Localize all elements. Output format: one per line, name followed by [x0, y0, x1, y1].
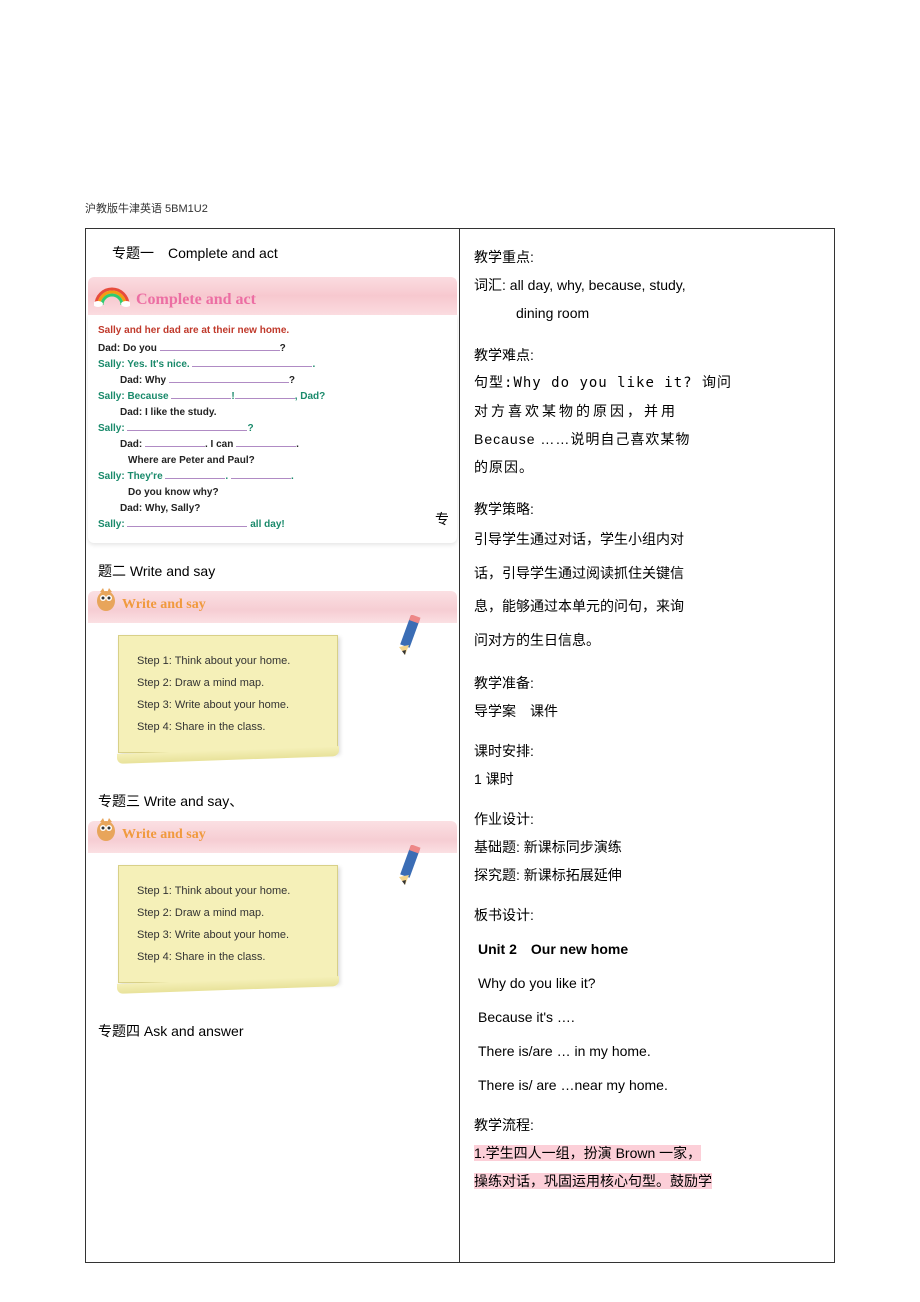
dialogue-line: Dad: I like the study.	[98, 405, 447, 421]
time-val: 1 课时	[474, 765, 820, 793]
step-line: Step 1: Think about your home.	[137, 880, 319, 902]
board-l4: There is/ are …near my home.	[474, 1071, 820, 1099]
step-line: Step 3: Write about your home.	[137, 924, 319, 946]
dialogue-line: Sally: They're . .	[98, 469, 447, 485]
strategy: 教学策略: 引导学生通过对话，学生小组内对 话，引导学生通过阅读抓住关键信 息，…	[474, 495, 820, 657]
step-line: Step 2: Draw a mind map.	[137, 672, 319, 694]
topic-4-title: 专题四 Ask and answer	[86, 1003, 459, 1051]
dialogue-line: Dad: Why ?	[98, 373, 447, 389]
diff-l1: Why do you like it? 询问	[513, 375, 732, 391]
ws-body-2: Step 1: Think about your home.Step 2: Dr…	[88, 853, 457, 1003]
hw-l2: 探究题: 新课标拓展延伸	[474, 861, 820, 889]
prep-label: 教学准备:	[474, 669, 820, 697]
vocab-label: 词汇:	[474, 277, 506, 293]
diff-label: 教学难点:	[474, 341, 820, 369]
pencil-icon	[387, 615, 431, 659]
hw-label: 作业设计:	[474, 805, 820, 833]
dialogue-line: Dad: Do you ?	[98, 341, 447, 357]
step-line: Step 4: Share in the class.	[137, 716, 319, 738]
difficulties: 教学难点: 句型:Why do you like it? 询问 对方喜欢某物的原…	[474, 341, 820, 481]
dialogue-line: Sally: all day!	[98, 517, 447, 533]
homework: 作业设计: 基础题: 新课标同步演练 探究题: 新课标拓展延伸	[474, 805, 820, 889]
flow-label: 教学流程:	[474, 1111, 820, 1139]
sticky-note-1: Step 1: Think about your home.Step 2: Dr…	[118, 635, 338, 753]
dialogue-line: Sally: Because !, Dad?	[98, 389, 447, 405]
flow: 教学流程: 1.学生四人一组，扮演 Brown 一家， 操练对话，巩固运用核心句…	[474, 1111, 820, 1195]
strat-l1: 引导学生通过对话，学生小组内对	[474, 523, 820, 557]
sticky-note-2: Step 1: Think about your home.Step 2: Dr…	[118, 865, 338, 983]
flow-l2: 操练对话，巩固运用核心句型。鼓励学	[474, 1173, 712, 1189]
content-table: 专题一 Complete and act Complete and act Sa…	[85, 228, 835, 1263]
ws-title-1: Write and say	[122, 597, 206, 613]
dialogue-body: Sally and her dad are at their new home.…	[88, 315, 457, 543]
diff-l3: Because ……说明自己喜欢某物	[474, 425, 820, 453]
board-label: 板书设计:	[474, 901, 820, 929]
strat-l3: 息，能够通过本单元的问句，来询	[474, 590, 820, 624]
step-line: Step 1: Think about your home.	[137, 650, 319, 672]
step-line: Step 2: Draw a mind map.	[137, 902, 319, 924]
board-l3: There is/are … in my home.	[474, 1037, 820, 1065]
ws-title-2: Write and say	[122, 827, 206, 843]
page-header: 沪教版牛津英语 5BM1U2	[85, 200, 835, 216]
step-line: Step 3: Write about your home.	[137, 694, 319, 716]
strat-l4: 问对方的生日信息。	[474, 624, 820, 658]
board-l2: Because it's ….	[474, 1003, 820, 1031]
vocab-text: all day, why, because, study,	[506, 277, 686, 293]
rainbow-icon	[94, 283, 130, 307]
dialogue-line: Sally: Yes. It's nice. .	[98, 357, 447, 373]
owl-icon	[92, 585, 120, 613]
strat-label: 教学策略:	[474, 495, 820, 523]
complete-act-card: Complete and act Sally and her dad are a…	[88, 277, 457, 543]
topic-2-title: 题二 Write and say	[86, 543, 459, 591]
board: 板书设计: Unit 2 Our new home Why do you lik…	[474, 901, 820, 1099]
topic-3-title: 专题三 Write and say、	[86, 773, 459, 821]
flow-l1: 1.学生四人一组，扮演 Brown 一家，	[474, 1145, 701, 1161]
time: 课时安排: 1 课时	[474, 737, 820, 793]
topic-1-title: 专题一 Complete and act	[86, 229, 459, 277]
dialogue-line: Where are Peter and Paul?	[98, 453, 447, 469]
owl-icon-2	[92, 815, 120, 843]
right-column: 教学重点: 词汇: all day, why, because, study, …	[460, 229, 834, 1262]
board-l1: Why do you like it?	[474, 969, 820, 997]
dialogue-line: Dad: . I can .	[98, 437, 447, 453]
pencil-icon-2	[387, 845, 431, 889]
dialogue-line: Dad: Why, Sally?	[98, 501, 447, 517]
complete-act-title: Complete and act	[136, 291, 256, 309]
dialogue-line: Do you know why?	[98, 485, 447, 501]
write-say-card-1: Write and say Step 1: Think about your h…	[88, 591, 457, 773]
zhuan-char: 专	[435, 509, 449, 529]
prep: 教学准备: 导学案 课件	[474, 669, 820, 725]
left-column: 专题一 Complete and act Complete and act Sa…	[86, 229, 460, 1262]
card-header: Complete and act	[88, 277, 457, 315]
diff-l2: 对方喜欢某物的原因，并用	[474, 397, 820, 425]
dialogue-intro: Sally and her dad are at their new home.	[98, 323, 447, 339]
key-points: 教学重点: 词汇: all day, why, because, study, …	[474, 243, 820, 327]
diff-l4: 的原因。	[474, 453, 820, 481]
board-title: Unit 2 Our new home	[474, 935, 820, 963]
vocab-text-2: dining room	[474, 299, 820, 327]
step-line: Step 4: Share in the class.	[137, 946, 319, 968]
hw-l1: 基础题: 新课标同步演练	[474, 833, 820, 861]
prep-val: 导学案 课件	[474, 697, 820, 725]
write-say-card-2: Write and say Step 1: Think about your h…	[88, 821, 457, 1003]
ws-body-1: Step 1: Think about your home.Step 2: Dr…	[88, 623, 457, 773]
key-label: 教学重点:	[474, 243, 820, 271]
time-label: 课时安排:	[474, 737, 820, 765]
strat-l2: 话，引导学生通过阅读抓住关键信	[474, 557, 820, 591]
dialogue-line: Sally: ?	[98, 421, 447, 437]
pattern-label: 句型:	[474, 375, 513, 391]
